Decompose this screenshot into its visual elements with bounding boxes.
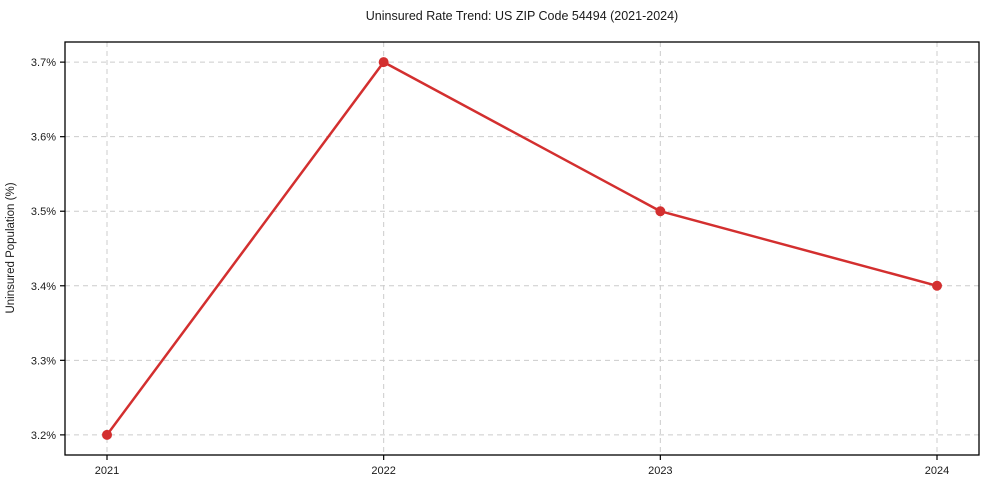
y-tick-label: 3.2% <box>31 430 56 442</box>
data-line <box>105 60 939 437</box>
y-tick-label: 3.6% <box>31 132 56 144</box>
y-tick-label: 3.7% <box>31 57 56 69</box>
chart-title: Uninsured Rate Trend: US ZIP Code 54494 … <box>366 9 678 23</box>
y-tick-label: 3.3% <box>31 355 56 367</box>
plot-area: 3.2% 3.3% 3.4% 3.5% 3.6% 3.7% 2021 2022 2023 2024 <box>31 41 980 477</box>
data-point-marker <box>102 429 112 440</box>
x-tick-label: 2022 <box>371 465 395 477</box>
y-tick-label: 3.5% <box>31 206 56 218</box>
y-tick-label: 3.4% <box>31 281 56 293</box>
x-tick-label: 2023 <box>648 465 672 477</box>
y-axis-label: Uninsured Population (%) <box>5 182 17 313</box>
plot-border <box>64 41 980 456</box>
data-point-marker <box>378 57 389 68</box>
data-point-marker <box>932 280 942 291</box>
data-point-marker <box>655 206 666 217</box>
x-tick-label: 2024 <box>925 465 949 477</box>
x-tick-label: 2021 <box>95 465 119 477</box>
